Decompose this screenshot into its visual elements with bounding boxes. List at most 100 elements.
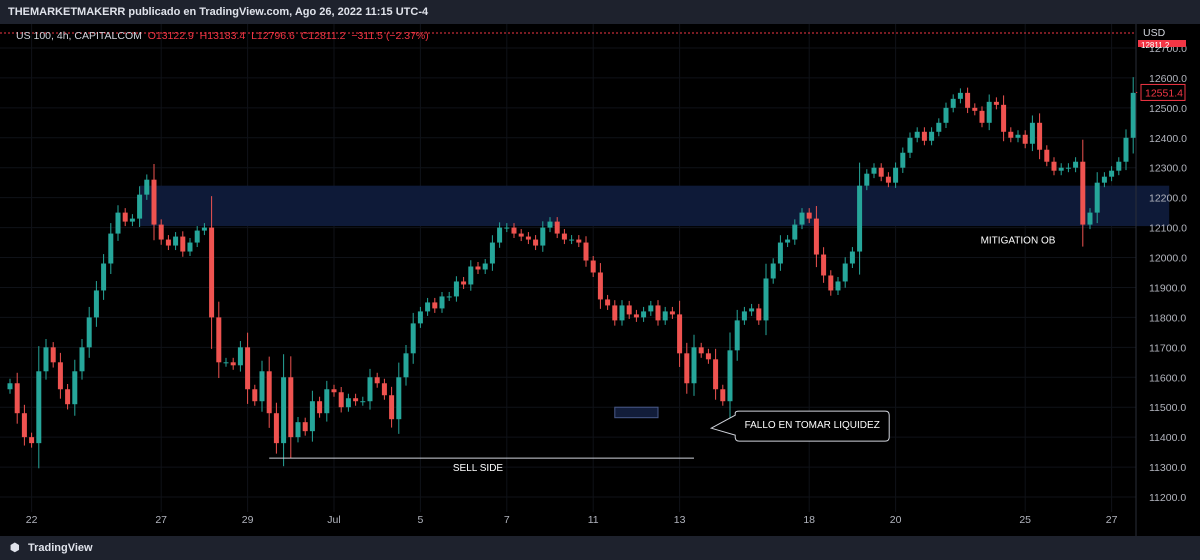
candle-body bbox=[698, 347, 704, 354]
candle-body bbox=[288, 377, 294, 438]
candle-body bbox=[648, 305, 654, 312]
candle-body bbox=[201, 227, 207, 231]
candle-body bbox=[669, 311, 675, 315]
candle-body bbox=[374, 377, 380, 384]
candle-body bbox=[14, 383, 20, 414]
candle-body bbox=[367, 377, 373, 402]
candle-body bbox=[605, 299, 611, 306]
currency-label: USD bbox=[1143, 27, 1166, 39]
price-tick-label: 11700.0 bbox=[1149, 342, 1186, 354]
candle-body bbox=[633, 314, 639, 318]
candle-body bbox=[1015, 134, 1021, 138]
candle-body bbox=[475, 266, 481, 270]
candle-body bbox=[677, 314, 683, 354]
candle-body bbox=[223, 362, 229, 364]
candle-body bbox=[439, 296, 445, 309]
time-tick-label: 29 bbox=[242, 514, 254, 526]
candle-body bbox=[525, 236, 531, 240]
candle-body bbox=[813, 218, 819, 255]
candle-body bbox=[129, 218, 135, 222]
candle-body bbox=[360, 401, 366, 403]
candle-body bbox=[266, 371, 272, 414]
candle-body bbox=[993, 101, 999, 105]
tradingview-logo-icon[interactable]: ⬢ bbox=[10, 542, 20, 554]
candle-body bbox=[511, 227, 517, 234]
candle-body bbox=[871, 167, 877, 174]
candle-body bbox=[1022, 134, 1028, 144]
candle-body bbox=[1044, 149, 1050, 162]
candle-body bbox=[122, 212, 128, 222]
candle-body bbox=[1037, 122, 1043, 150]
candle-body bbox=[900, 152, 906, 168]
candle-body bbox=[979, 110, 985, 123]
candle-body bbox=[626, 305, 632, 315]
symbol-legend: US 100, 4h, CAPITALCOM O13122.9 H13183.4… bbox=[16, 30, 429, 42]
footer-bar: ⬢ TradingView bbox=[0, 536, 1200, 560]
candle-body bbox=[936, 122, 942, 132]
legend-change: −311.5 (−2.37%) bbox=[351, 30, 429, 42]
candle-body bbox=[295, 422, 301, 438]
candle-body bbox=[245, 347, 251, 390]
price-tick-label: 11400.0 bbox=[1149, 432, 1186, 444]
price-tick-label: 11500.0 bbox=[1149, 402, 1186, 414]
legend-close: C12811.2 bbox=[300, 30, 346, 42]
candle-body bbox=[749, 308, 755, 312]
candle-body bbox=[72, 371, 78, 405]
candle-body bbox=[576, 239, 582, 243]
candle-body bbox=[497, 227, 503, 243]
candle-body bbox=[237, 347, 243, 366]
liquidity-callout-label: FALLO EN TOMAR LIQUIDEZ bbox=[745, 420, 880, 431]
sell-side-label: SELL SIDE bbox=[453, 463, 504, 474]
mitigation-ob-label: MITIGATION OB bbox=[981, 236, 1056, 247]
candle-body bbox=[281, 377, 287, 444]
candle-body bbox=[489, 242, 495, 264]
candle-body bbox=[345, 398, 351, 408]
candle-body bbox=[43, 347, 49, 372]
candle-body bbox=[216, 317, 222, 363]
footer-brand[interactable]: TradingView bbox=[28, 542, 93, 554]
candle-body bbox=[144, 179, 150, 195]
candle-body bbox=[101, 263, 107, 291]
candle-body bbox=[324, 389, 330, 414]
price-tick-label: 11300.0 bbox=[1149, 462, 1186, 474]
candlestick-chart[interactable]: MITIGATION OB SELL SIDE FALLO EN TOMAR LIQ… bbox=[0, 24, 1200, 536]
candle-body bbox=[504, 227, 510, 229]
candle-body bbox=[806, 212, 812, 219]
candle-body bbox=[93, 290, 99, 318]
candle-body bbox=[1073, 161, 1079, 168]
candle-body bbox=[252, 389, 258, 402]
candle-body bbox=[763, 278, 769, 321]
candle-body bbox=[857, 185, 863, 252]
price-tick-label: 11900.0 bbox=[1149, 282, 1186, 294]
current-price-label: 12551.4 bbox=[1145, 87, 1183, 99]
candle-body bbox=[1101, 176, 1107, 183]
candle-body bbox=[1109, 170, 1115, 177]
candle-body bbox=[828, 275, 834, 291]
top-price-label: 12811.2 bbox=[1141, 41, 1170, 50]
candle-body bbox=[518, 233, 524, 237]
candle-body bbox=[554, 221, 560, 234]
candle-body bbox=[821, 254, 827, 276]
candle-body bbox=[1001, 104, 1007, 132]
legend-high: H13183.4 bbox=[199, 30, 246, 42]
candle-body bbox=[1123, 137, 1129, 162]
candle-body bbox=[1029, 122, 1035, 144]
candle-body bbox=[655, 305, 661, 321]
candle-body bbox=[921, 131, 927, 141]
candle-body bbox=[590, 260, 596, 273]
candle-body bbox=[713, 359, 719, 390]
candle-body bbox=[338, 392, 344, 408]
candle-body bbox=[1080, 161, 1086, 225]
candle-body bbox=[158, 224, 164, 240]
price-tick-label: 11600.0 bbox=[1149, 372, 1186, 384]
time-tick-label: 20 bbox=[890, 514, 902, 526]
candle-body bbox=[273, 413, 279, 444]
candle-body bbox=[914, 131, 920, 138]
candle-body bbox=[878, 167, 884, 177]
candle-body bbox=[453, 281, 459, 297]
candle-body bbox=[597, 272, 603, 300]
candle-body bbox=[1094, 182, 1100, 213]
candle-body bbox=[173, 236, 179, 246]
candle-body bbox=[547, 221, 553, 228]
candle-body bbox=[331, 389, 337, 393]
